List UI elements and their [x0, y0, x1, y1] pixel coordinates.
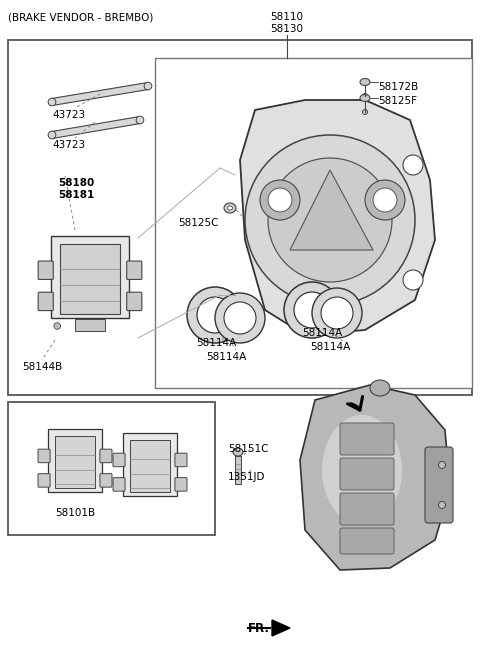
Polygon shape	[272, 620, 290, 636]
Ellipse shape	[403, 155, 423, 175]
Ellipse shape	[245, 135, 415, 305]
FancyBboxPatch shape	[127, 261, 142, 279]
Text: 58172B: 58172B	[378, 82, 418, 92]
FancyBboxPatch shape	[113, 453, 125, 466]
Ellipse shape	[228, 206, 232, 210]
Ellipse shape	[360, 79, 370, 85]
Text: FR.: FR.	[248, 622, 270, 635]
Bar	[51, 236, 130, 318]
Bar	[130, 440, 170, 491]
Bar	[8, 40, 472, 395]
Ellipse shape	[268, 188, 292, 212]
Ellipse shape	[439, 462, 445, 468]
Bar	[8, 402, 215, 535]
FancyBboxPatch shape	[38, 292, 53, 310]
Ellipse shape	[322, 415, 402, 525]
Ellipse shape	[360, 94, 370, 102]
Text: (BRAKE VENDOR - BREMBO): (BRAKE VENDOR - BREMBO)	[8, 12, 154, 22]
Ellipse shape	[403, 270, 423, 290]
Bar	[123, 432, 178, 496]
Ellipse shape	[224, 203, 236, 213]
FancyBboxPatch shape	[340, 493, 394, 525]
Ellipse shape	[144, 82, 152, 90]
Text: 58101B: 58101B	[55, 508, 95, 518]
Ellipse shape	[362, 94, 368, 98]
Text: 58114A: 58114A	[302, 328, 342, 338]
FancyBboxPatch shape	[38, 261, 53, 279]
Ellipse shape	[268, 158, 392, 282]
FancyBboxPatch shape	[38, 474, 50, 487]
Ellipse shape	[373, 188, 397, 212]
Text: 1351JD: 1351JD	[228, 472, 265, 482]
FancyBboxPatch shape	[425, 447, 453, 523]
Ellipse shape	[260, 180, 300, 220]
Ellipse shape	[362, 110, 368, 115]
Ellipse shape	[224, 302, 256, 334]
Ellipse shape	[197, 297, 233, 333]
Bar	[75, 319, 105, 331]
Polygon shape	[300, 385, 450, 570]
Polygon shape	[51, 83, 149, 106]
Ellipse shape	[48, 131, 56, 139]
Ellipse shape	[215, 293, 265, 343]
FancyBboxPatch shape	[340, 458, 394, 490]
Polygon shape	[51, 117, 141, 138]
Text: 58130: 58130	[270, 24, 303, 34]
FancyBboxPatch shape	[340, 528, 394, 554]
Ellipse shape	[187, 287, 243, 343]
Ellipse shape	[54, 323, 60, 329]
FancyBboxPatch shape	[100, 449, 112, 462]
FancyBboxPatch shape	[100, 474, 112, 487]
Ellipse shape	[284, 282, 340, 338]
FancyArrowPatch shape	[348, 396, 362, 410]
Text: 58114A: 58114A	[206, 352, 246, 362]
Polygon shape	[240, 100, 435, 335]
FancyBboxPatch shape	[113, 478, 125, 491]
Ellipse shape	[439, 501, 445, 508]
Ellipse shape	[370, 380, 390, 396]
Polygon shape	[290, 170, 373, 250]
Text: 58180: 58180	[58, 178, 94, 188]
Ellipse shape	[312, 288, 362, 338]
Bar	[48, 428, 102, 492]
Text: 58125C: 58125C	[178, 218, 218, 228]
Text: 43723: 43723	[52, 110, 85, 120]
Ellipse shape	[365, 180, 405, 220]
Text: 58144B: 58144B	[22, 362, 62, 372]
Text: 43723: 43723	[52, 140, 85, 150]
Ellipse shape	[294, 292, 330, 328]
Text: 58110: 58110	[270, 12, 303, 22]
Ellipse shape	[48, 98, 56, 106]
FancyBboxPatch shape	[127, 292, 142, 310]
Text: 58125F: 58125F	[378, 96, 417, 106]
FancyBboxPatch shape	[38, 449, 50, 462]
Ellipse shape	[321, 297, 353, 329]
FancyBboxPatch shape	[175, 478, 187, 491]
Bar	[155, 58, 472, 388]
Bar	[55, 436, 95, 487]
Ellipse shape	[233, 448, 243, 456]
Text: 58114A: 58114A	[196, 338, 236, 348]
Bar	[60, 244, 120, 314]
Text: 58151C: 58151C	[228, 444, 268, 454]
Bar	[235, 456, 241, 484]
Text: 58114A: 58114A	[310, 342, 350, 352]
FancyBboxPatch shape	[175, 453, 187, 466]
Text: 58181: 58181	[58, 190, 94, 200]
FancyBboxPatch shape	[340, 423, 394, 455]
Ellipse shape	[136, 116, 144, 124]
